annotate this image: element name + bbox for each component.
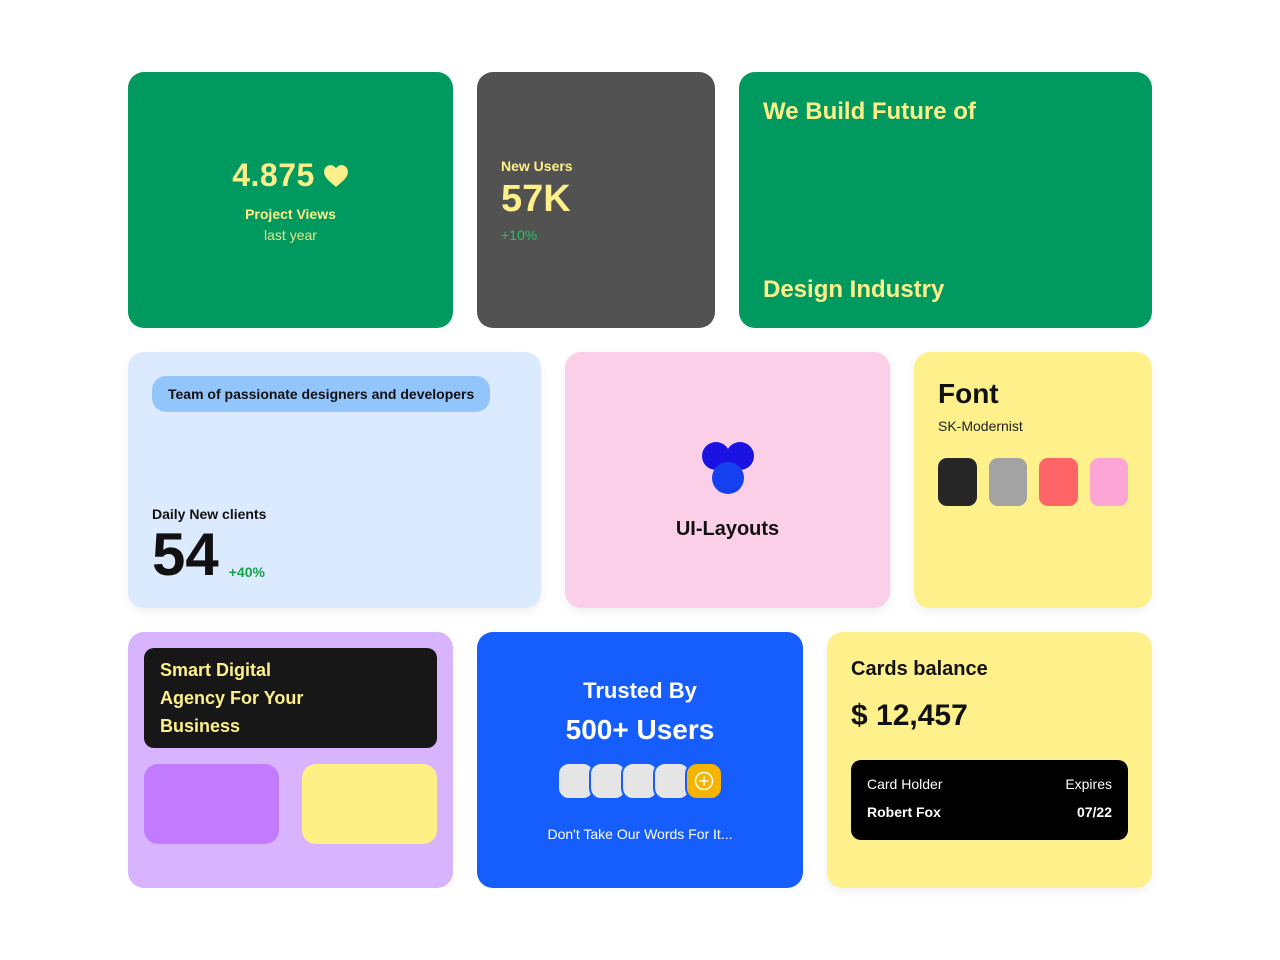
ui-layouts-card: UI-Layouts — [565, 352, 890, 608]
trusted-note: Don't Take Our Words For It... — [547, 826, 733, 842]
card-holder-name: Robert Fox — [867, 804, 941, 820]
font-card: Font SK-Modernist — [914, 352, 1152, 608]
agency-tagline-box: Smart Digital Agency For Your Business — [144, 648, 437, 748]
agency-line: Agency For Your — [160, 688, 304, 708]
color-swatch — [938, 458, 977, 506]
agency-tiles — [144, 764, 437, 844]
future-heading-top: We Build Future of — [763, 98, 976, 125]
users-value: 57K — [501, 178, 571, 220]
color-swatch — [988, 458, 1027, 506]
agency-tile — [302, 764, 437, 844]
agency-line: Smart Digital — [160, 660, 272, 680]
rating-label: Project Views — [245, 206, 336, 222]
users-label: New Users — [501, 158, 573, 174]
agency-line: Business — [160, 716, 241, 736]
color-swatch — [1089, 458, 1128, 506]
trusted-count: 500+ Users — [565, 714, 715, 745]
rating-line: 4.875 — [232, 157, 349, 194]
ui-layouts-title: UI-Layouts — [675, 517, 780, 540]
balance-title: Cards balance — [851, 658, 988, 680]
rating-value: 4.875 — [232, 157, 315, 193]
balance-value: $ 12,457 — [851, 699, 968, 732]
future-card: We Build Future of Design Industry — [739, 72, 1152, 328]
avatar — [557, 762, 595, 800]
team-pill: Team of passionate designers and develop… — [152, 376, 491, 412]
credit-card-labels: Card Holder Expires — [867, 776, 1112, 792]
trusted-title: Trusted By — [583, 678, 697, 703]
agency-card: Smart Digital Agency For Your Business — [128, 632, 453, 888]
credit-card-values: Robert Fox 07/22 — [867, 804, 1112, 820]
font-name: SK-Modernist — [938, 418, 1023, 434]
avatar — [621, 762, 659, 800]
expires-value: 07/22 — [1076, 804, 1112, 820]
avatar — [653, 762, 691, 800]
expires-label: Expires — [1065, 776, 1112, 792]
font-title: Font — [938, 378, 999, 409]
project-views-card: 4.875 Project Views last year — [128, 72, 453, 328]
add-avatar-button[interactable] — [685, 762, 723, 800]
daily-clients-change: +40% — [228, 564, 265, 580]
trusted-by-card: Trusted By 500+ Users Don't Take Our Wor… — [477, 632, 803, 888]
card-holder-label: Card Holder — [867, 776, 943, 792]
daily-clients-card: Team of passionate designers and develop… — [128, 352, 541, 608]
color-swatch — [1039, 458, 1078, 506]
future-heading-bottom: Design Industry — [763, 276, 945, 303]
plus-circle-icon — [694, 771, 714, 791]
cards-balance-card: Cards balance $ 12,457 Card Holder Expir… — [827, 632, 1152, 888]
new-users-card: New Users 57K +10% — [477, 72, 715, 328]
daily-clients-label: Daily New clients — [152, 506, 267, 522]
color-swatches — [938, 458, 1128, 506]
credit-card[interactable]: Card Holder Expires Robert Fox 07/22 — [851, 760, 1128, 840]
daily-clients-value: 54 — [152, 521, 219, 588]
users-change: +10% — [501, 227, 538, 243]
agency-tile — [144, 764, 279, 844]
ui-layouts-logo-icon — [701, 441, 754, 494]
heart-icon — [323, 164, 348, 187]
daily-clients-row: 54 +40% — [152, 524, 265, 586]
avatar-stack — [557, 762, 723, 800]
rating-sub: last year — [264, 227, 317, 243]
